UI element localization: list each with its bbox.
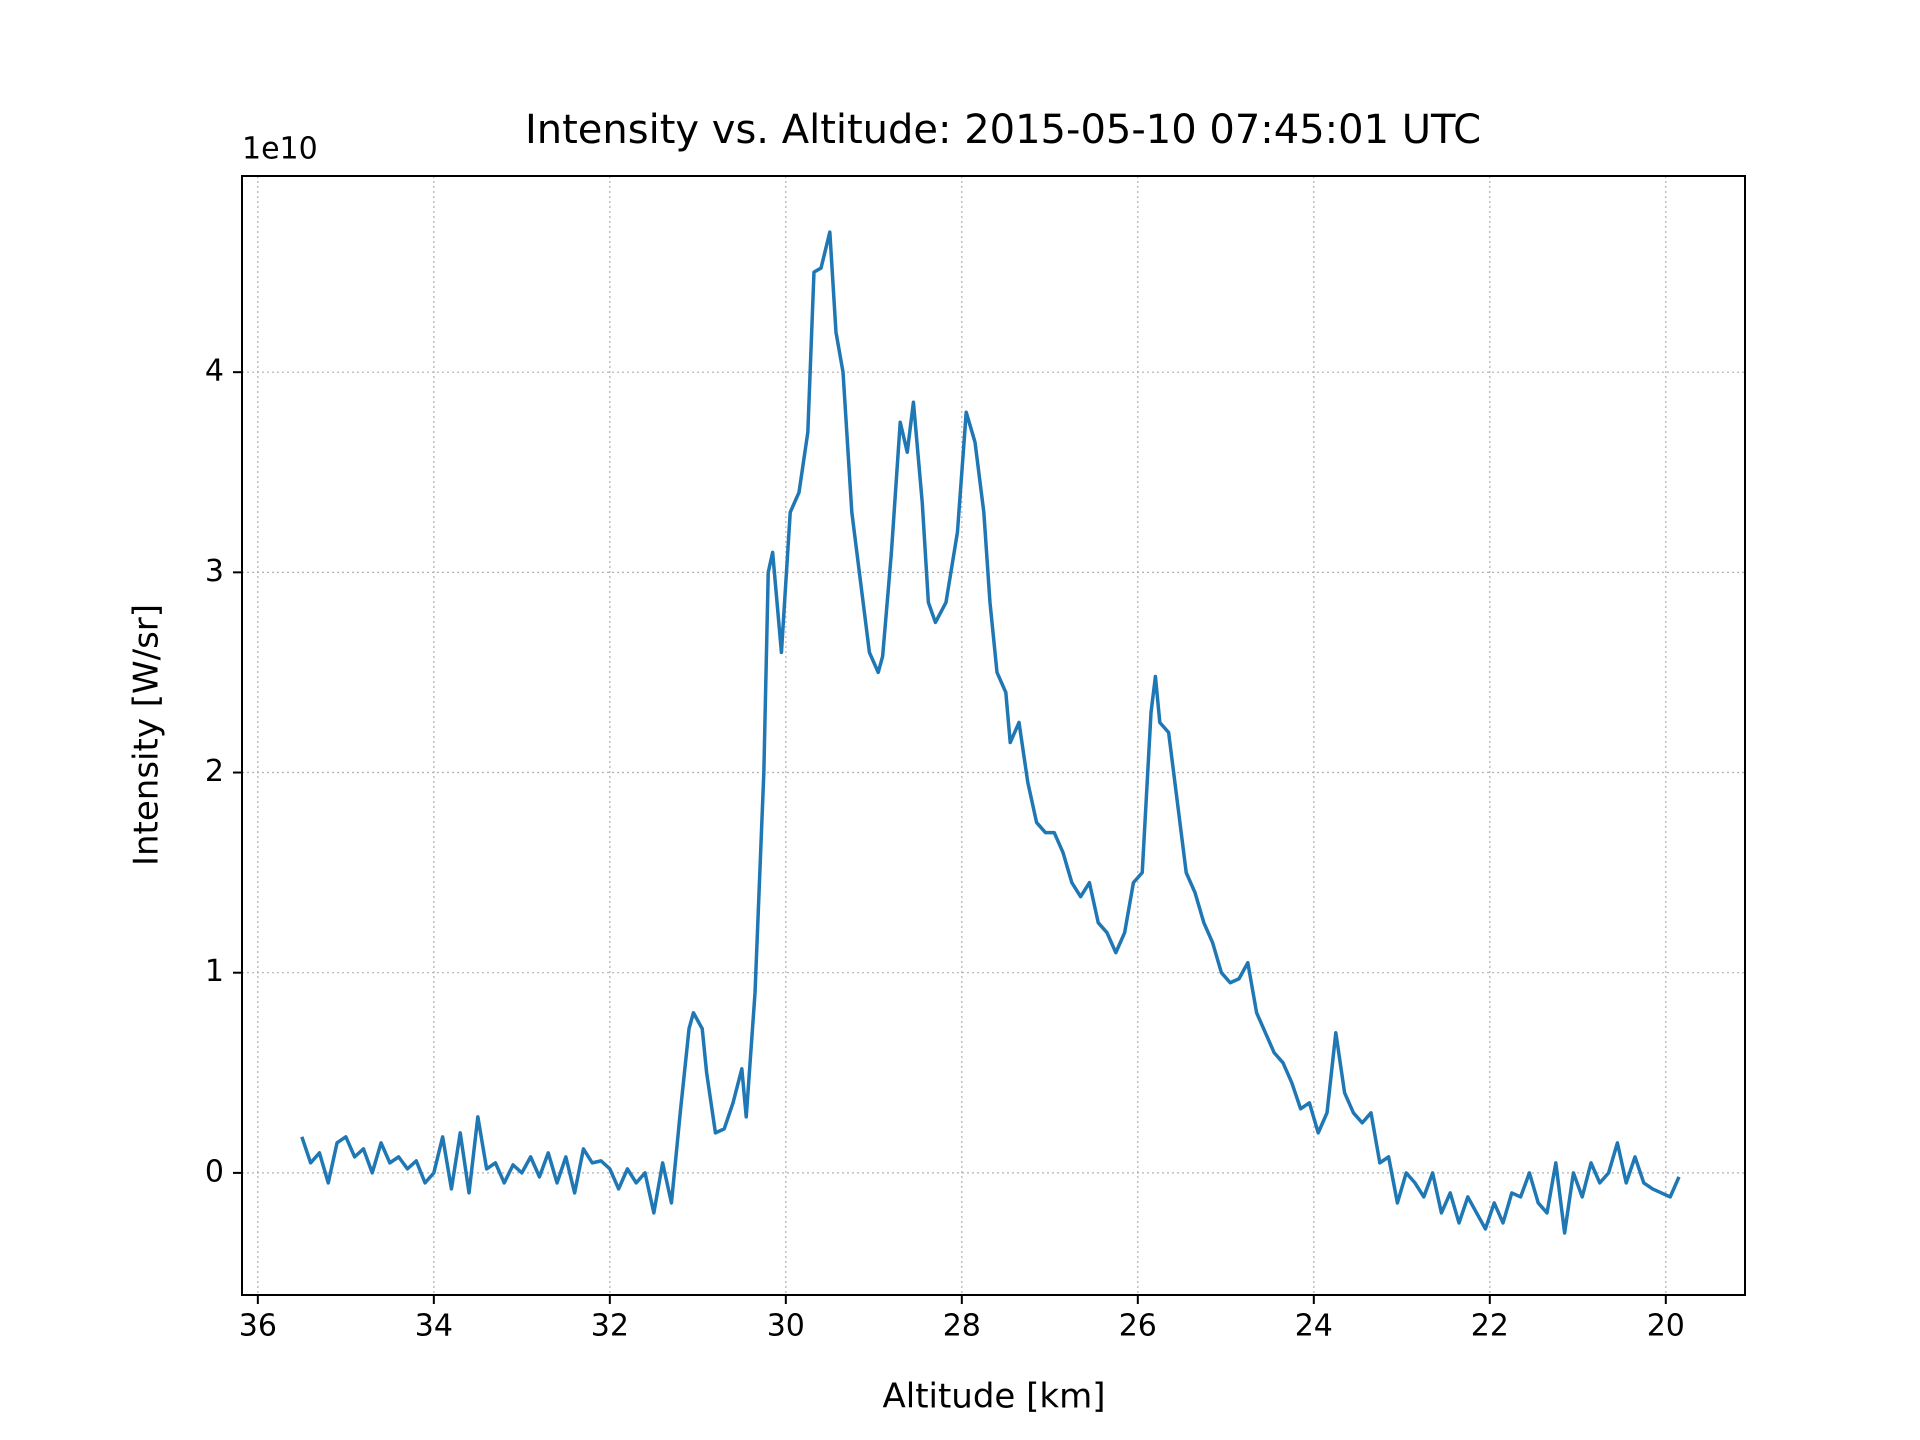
y-offset-label: 1e10 (242, 132, 318, 167)
x-tick-label: 20 (1647, 1309, 1685, 1344)
x-tick-label: 24 (1295, 1309, 1333, 1344)
y-tick-label: 2 (205, 754, 224, 789)
y-axis-label: Intensity [W/sr] (127, 604, 167, 866)
x-tick-label: 28 (943, 1309, 981, 1344)
y-tick-label: 4 (205, 354, 224, 389)
x-tick-label: 32 (591, 1309, 629, 1344)
x-axis-label: Altitude [km] (882, 1377, 1105, 1417)
x-tick-label: 30 (767, 1309, 805, 1344)
x-tick-label: 34 (415, 1309, 453, 1344)
data-line (300, 230, 1681, 1235)
x-tick-label: 36 (239, 1309, 277, 1344)
chart-title: Intensity vs. Altitude: 2015-05-10 07:45… (525, 107, 1481, 153)
grid (242, 176, 1745, 1295)
x-tick-label: 22 (1471, 1309, 1509, 1344)
y-tick-label: 1 (205, 954, 224, 989)
axes-frame (241, 175, 1746, 1296)
y-tick-label: 0 (205, 1154, 224, 1189)
plot-area (300, 230, 1681, 1235)
x-tick-label: 26 (1119, 1309, 1157, 1344)
y-tick-label: 3 (205, 554, 224, 589)
